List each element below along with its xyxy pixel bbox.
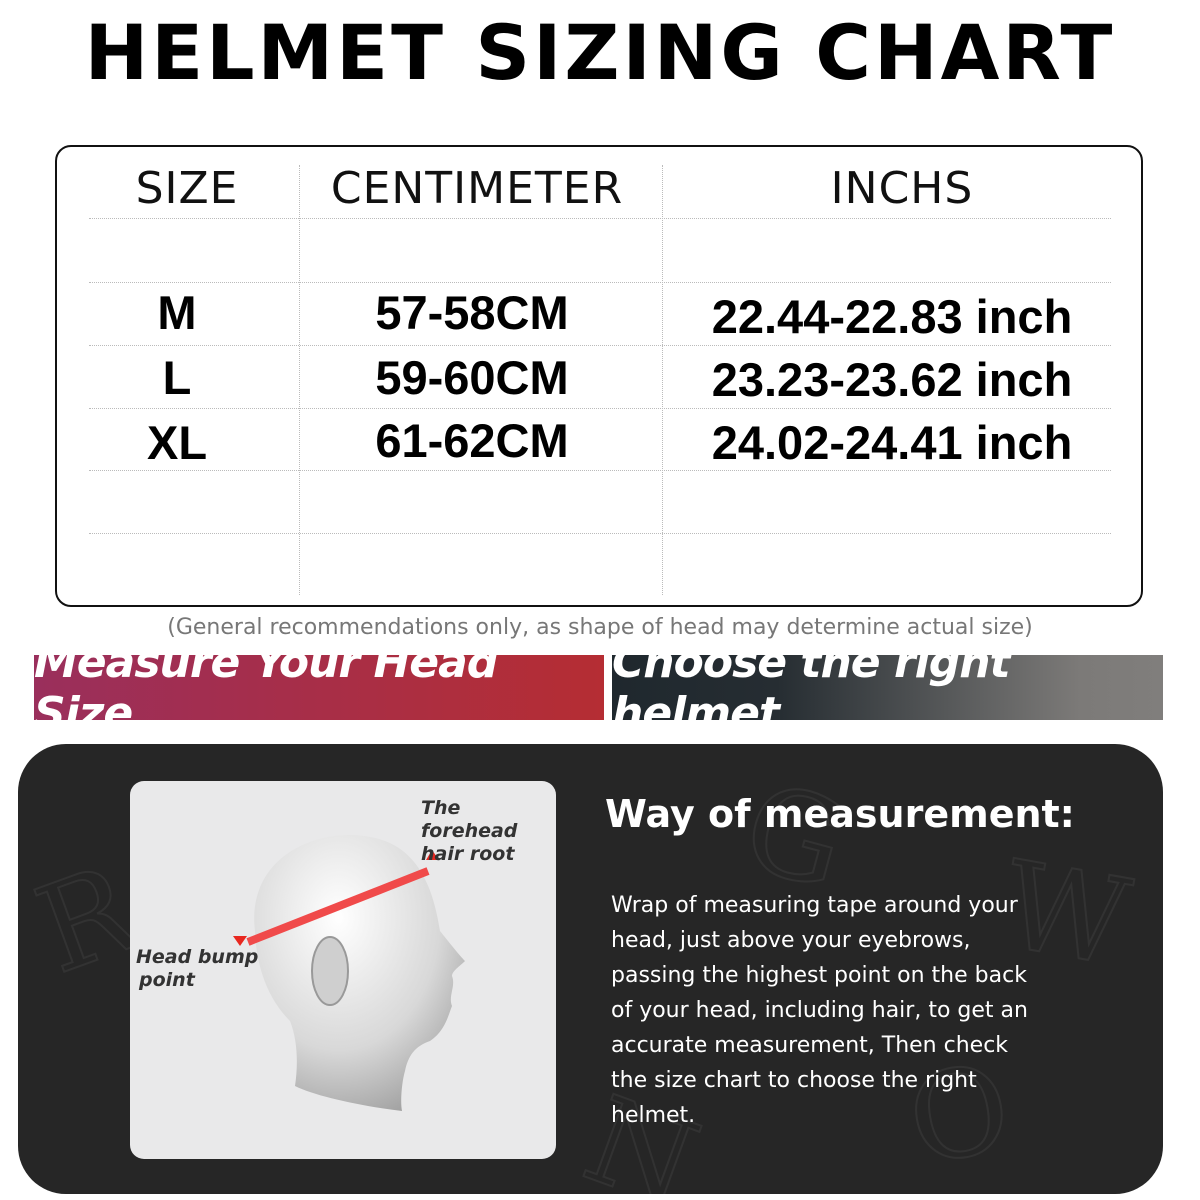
forehead-marker-icon [426,850,439,860]
size-cell: M [157,286,197,339]
disclaimer-note: (General recommendations only, as shape … [167,615,1033,640]
header-centimeter: CENTIMETER [330,163,624,214]
bump-label-line: Head bump [136,946,259,968]
page-title: HELMET SIZING CHART [84,8,1116,97]
row-divider [89,533,1111,534]
measuring-tape [246,867,430,946]
inch-cell: 22.44-22.83 inch [711,290,1073,343]
inch-cell: 24.02-24.41 inch [711,416,1073,469]
forehead-label-line: The forehead [421,797,518,842]
size-table: SIZE CENTIMETER INCHS M 57-58CM 22.44-22… [55,145,1143,607]
choose-banner: Choose the right helmet [612,637,1163,739]
measurement-instructions: Wrap of measuring tape around your head,… [611,893,1028,1128]
inch-cell: 23.23-23.62 inch [711,353,1073,406]
cm-cell: 59-60CM [375,351,569,404]
background-lettering: R G W O N [19,757,1139,1194]
row-divider [89,345,1111,346]
cm-cell: 61-62CM [375,414,569,467]
size-cell: L [162,351,192,404]
cm-cell: 57-58CM [375,286,569,339]
measure-banner: Measure Your Head Size [34,637,604,739]
header-inchs: INCHS [830,163,974,214]
column-divider [662,165,663,595]
header-size: SIZE [135,163,239,214]
row-divider [89,470,1111,471]
column-divider [299,165,300,595]
head-bump-label: Head bump point [136,946,258,992]
row-divider [89,408,1111,409]
head-measurement-illustration: The forehead hair root Head bump point [130,781,556,1159]
forehead-label: The forehead hair root [421,797,556,866]
forehead-label-line: hair root [421,843,515,865]
measurement-title: Way of measurement: [605,792,1075,836]
bump-label-line: point [139,969,195,991]
row-divider [89,282,1111,283]
head-icon [233,835,465,1111]
svg-text:W: W [993,836,1139,994]
row-divider [89,218,1111,219]
size-cell: XL [146,416,208,469]
bump-marker-icon [233,936,247,946]
